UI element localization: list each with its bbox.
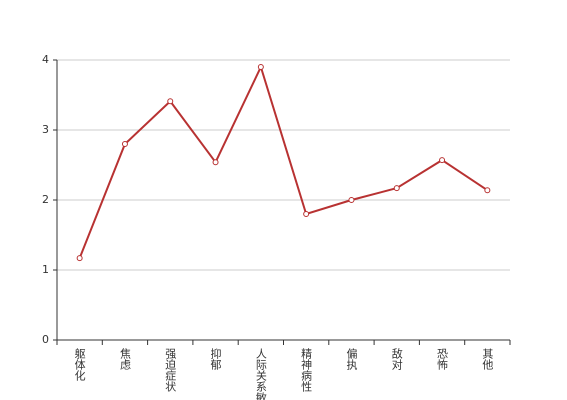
y-tick-label: 4 [42,53,49,66]
point [393,185,400,192]
x-tick-label: 精神病性 [300,348,313,393]
x-tick-label: 其他 [481,348,494,370]
line [78,64,488,259]
x-tick-label: 人际关系敏感 [254,348,267,400]
point [348,197,355,203]
point [484,187,491,194]
x-tick-label: 躯体化 [73,348,86,382]
x-tick-label: 敌对 [390,347,403,370]
point [257,64,264,70]
x-tick-label: 偏执 [345,347,358,371]
x-tick-label: 强迫症状 [164,348,177,392]
y-tick-label: 2 [42,193,49,206]
x-tick-label: 抑郁 [209,347,222,370]
point [76,255,83,262]
y-tick-label: 1 [42,263,49,276]
y-tick-label: 0 [42,333,49,346]
x-tick-label: 恐怖 [436,348,449,370]
x-tick-label: 焦虑 [118,348,131,370]
point [167,98,174,105]
point [121,141,128,147]
point [212,159,219,166]
point [439,157,446,164]
point [303,211,310,217]
y-tick-label: 3 [42,123,49,136]
